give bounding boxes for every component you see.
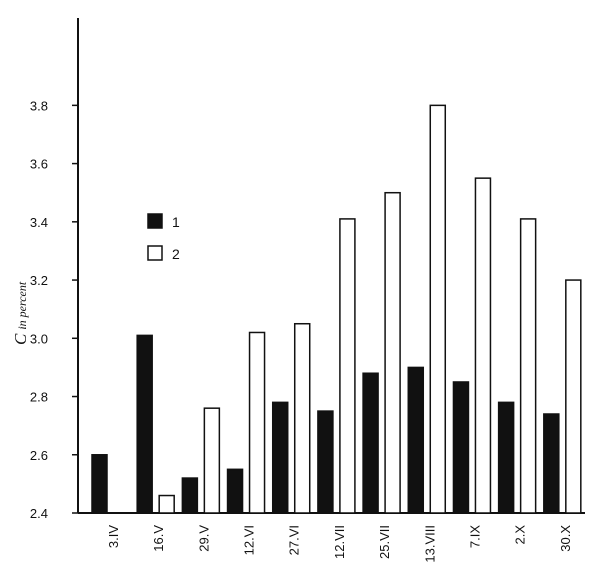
legend: 12 xyxy=(147,213,180,262)
x-tick-label: 7.IX xyxy=(467,525,482,548)
bar-series-2-12.VI xyxy=(248,331,266,514)
bar-series-1-12.VII xyxy=(317,410,334,514)
legend-swatch-1 xyxy=(147,213,163,229)
x-tick-label: 30.X xyxy=(558,525,573,552)
x-tick-label: 12.VII xyxy=(332,525,347,559)
bar-series-2-2.X xyxy=(519,218,537,514)
bar-series-2-12.VII xyxy=(339,218,356,514)
x-tick-label: 16.V xyxy=(151,525,166,552)
y-axis-label-main: C xyxy=(11,333,30,345)
legend-swatch-2 xyxy=(147,245,163,261)
x-tick-label: 3.IV xyxy=(106,525,121,548)
y-tick-labels: 2.4 2.6 2.8 3.0 3.2 3.4 3.6 3.8 xyxy=(30,98,48,521)
bar-series-2-29.V xyxy=(203,407,221,514)
x-tick-label: 27.VI xyxy=(287,525,302,555)
y-axis-label-sub: in percent xyxy=(15,281,29,330)
legend-label-1: 1 xyxy=(172,214,180,230)
bar-series-1-3.IV xyxy=(91,454,108,514)
y-tick-label: 3.6 xyxy=(30,157,48,172)
y-tick-label: 3.0 xyxy=(30,331,48,346)
bar-series-2-16.V xyxy=(158,494,175,514)
bar-series-2-27.VI xyxy=(293,322,311,514)
bar-series-2-25.VII xyxy=(384,191,401,514)
legend-label-2: 2 xyxy=(172,246,180,262)
y-tick-label: 3.8 xyxy=(30,98,48,113)
bars xyxy=(91,104,582,514)
x-tick-label: 25.VII xyxy=(377,525,392,559)
y-tick-label: 3.2 xyxy=(30,273,48,288)
y-axis-label: Cin percent xyxy=(11,281,30,345)
x-tick-label: 2.X xyxy=(513,525,528,545)
bar-series-2-13.VIII xyxy=(429,104,447,514)
bar-series-1-7.IX xyxy=(452,381,470,514)
bar-series-1-30.X xyxy=(543,413,560,514)
y-tick-label: 2.6 xyxy=(30,448,48,463)
x-tick-labels: 3.IV 16.V 29.V 12.VI 27.VI 12.VII 25.VII 13.VII… xyxy=(106,525,573,563)
bar-series-1-12.VI xyxy=(226,468,244,514)
x-tick-label: 29.V xyxy=(196,525,211,552)
bar-series-2-7.IX xyxy=(474,177,492,514)
y-tick-label: 2.4 xyxy=(30,506,48,521)
bar-series-1-2.X xyxy=(497,401,515,514)
bar-series-1-29.V xyxy=(181,477,199,514)
x-tick-label: 12.VI xyxy=(242,525,257,555)
bar-series-1-27.VI xyxy=(271,401,289,514)
y-tick-label: 3.4 xyxy=(30,215,48,230)
bar-series-1-13.VIII xyxy=(407,366,425,514)
bar-series-1-16.V xyxy=(136,334,153,514)
y-tick-label: 2.8 xyxy=(30,390,48,405)
bar-series-1-25.VII xyxy=(362,372,379,514)
x-tick-label: 13.VIII xyxy=(422,525,437,563)
bar-series-2-30.X xyxy=(565,279,582,514)
